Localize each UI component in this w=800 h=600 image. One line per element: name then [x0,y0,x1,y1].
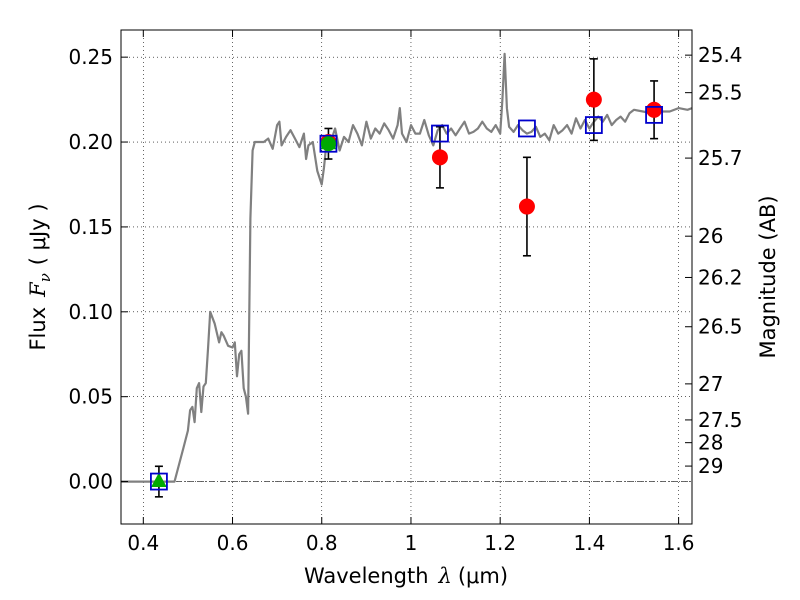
y-tick-label: 0.25 [68,45,113,69]
observed-point [431,149,448,166]
y-axis-label-symbol: F [26,281,50,298]
y-tick-label: 0.05 [68,385,113,409]
mag-tick-label: 29 [698,454,723,478]
tick-labels: 0.4 0.6 0.8 1 1.2 1.4 1.6 0.00 0.05 0.10 0.15 0.20 0… [68,43,742,555]
y2-axis-label: Magnitude (AB) [756,195,780,358]
y-axis-label-unit: ( μJy ) [26,203,50,265]
mag-tick-label: 25.5 [698,81,743,105]
model-photometry-point [431,124,449,143]
x-tick-label: 1.6 [663,531,695,555]
x-axis-label: Wavelength λ (μm) [304,564,508,588]
mag-tick-label: 26.5 [698,315,743,339]
model-photometry-point [645,105,663,124]
mag-tick-label: 27.5 [698,408,743,432]
x-axis-label-text: Wavelength [304,564,429,588]
spectrum-line [121,52,693,483]
observed-point [518,198,535,215]
y-axis-label: Flux Fν ( μJy ) [26,203,54,350]
x-tick-label: 0.8 [306,531,338,555]
model-photometry-point [150,472,168,491]
x-tick-label: 1.2 [484,531,516,555]
mag-tick-label: 26.2 [698,265,743,289]
model-photometry-point [518,119,536,138]
y-tick-label: 0.15 [68,215,113,239]
spectrum-series [121,52,693,483]
model-photometry-point [319,134,338,153]
mag-tick-label: 25.4 [698,43,743,67]
y-tick-label: 0.10 [68,300,113,324]
x-axis-label-unit: (μm) [458,564,508,588]
observed-point [646,101,663,118]
mag-tick-label: 26 [698,224,723,248]
x-tick-label: 0.6 [217,531,249,555]
y-axis-label-text: Flux [26,307,50,351]
y-axis-label-subscript: ν [36,273,54,282]
nondetection-marker [151,472,167,488]
mag-tick-label: 25.7 [698,146,743,170]
axis-ticks [121,30,692,524]
detection-marker-green [320,136,336,152]
x-tick-label: 1.4 [573,531,605,555]
x-tick-label: 0.4 [127,531,159,555]
x-axis-label-symbol: λ [438,564,452,588]
mag-tick-label: 28 [698,431,723,455]
mag-tick-label: 27 [698,372,723,396]
model-photometry-point [584,116,603,134]
observed-point [585,91,602,108]
y-tick-label: 0.00 [68,470,113,494]
x-tick-label: 1 [405,531,418,555]
marker-series [150,91,663,491]
y-tick-label: 0.20 [68,130,113,154]
